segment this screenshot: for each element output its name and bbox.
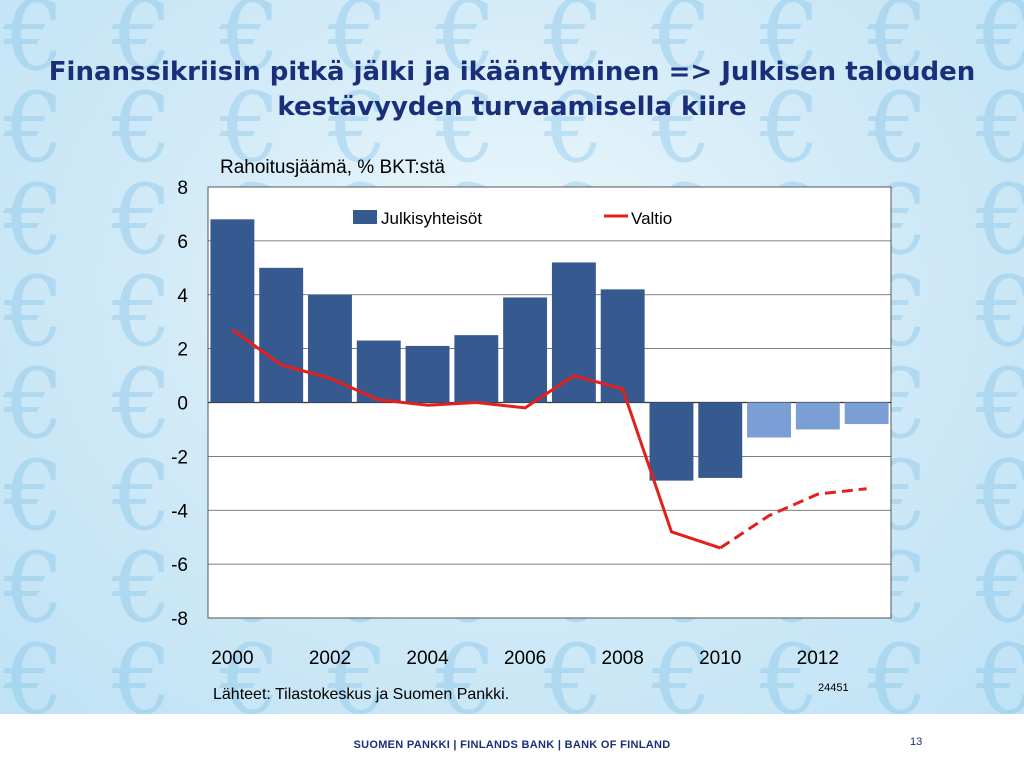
y-tick-label: 2 <box>177 340 188 361</box>
x-tick-label: 2010 <box>699 648 741 669</box>
x-tick-label: 2006 <box>504 648 546 669</box>
y-tick-label: -2 <box>171 447 188 468</box>
source-note: Lähteet: Tilastokeskus ja Suomen Pankki. <box>213 686 510 703</box>
line-valtio <box>231 328 721 550</box>
bar-julkisyhteisot <box>795 402 840 430</box>
bar-julkisyhteisot <box>844 402 889 425</box>
y-tick-label: 8 <box>177 178 188 199</box>
y-tick-label: -8 <box>171 609 188 630</box>
bar-julkisyhteisot <box>503 297 548 403</box>
footer: SUOMEN PANKKI | FINLANDS BANK | BANK OF … <box>0 714 1024 768</box>
bar-julkisyhteisot <box>405 345 450 403</box>
y-tick-label: 0 <box>177 394 188 415</box>
bar-julkisyhteisot <box>210 219 255 403</box>
y-tick-label: 6 <box>177 232 188 253</box>
bar-julkisyhteisot <box>698 402 743 478</box>
y-tick-label: -4 <box>171 501 188 522</box>
legend-label-julkisyhteisot: Julkisyhteisöt <box>381 209 482 228</box>
bar-julkisyhteisot <box>649 402 694 481</box>
chart-title: Rahoitusjäämä, % BKT:stä <box>220 157 445 178</box>
y-tick-label: 4 <box>177 286 188 307</box>
bar-julkisyhteisot <box>259 267 304 403</box>
legend-label-valtio: Valtio <box>631 209 672 228</box>
x-tick-label: 2000 <box>211 648 253 669</box>
legend-swatch-julkisyhteisot <box>353 210 377 224</box>
y-tick-label: -6 <box>171 555 188 576</box>
page-number: 13 <box>910 736 923 748</box>
slide-title: Finanssikriisin pitkä jälki ja ikääntymi… <box>48 57 976 122</box>
x-tick-label: 2002 <box>309 648 351 669</box>
bar-julkisyhteisot <box>454 335 499 403</box>
chart-id: 24451 <box>818 682 849 694</box>
footer-bank-name: SUOMEN PANKKI | FINLANDS BANK | BANK OF … <box>353 739 671 751</box>
x-tick-label: 2008 <box>602 648 644 669</box>
x-tick-label: 2004 <box>406 648 449 669</box>
chart: 8 6 4 2 0 -2 -4 -6 -8 2000 2002 2004 2006 2008 2010 201… <box>171 178 892 669</box>
x-tick-label: 2012 <box>797 648 839 669</box>
bar-julkisyhteisot <box>551 262 596 403</box>
line-valtio-forecast <box>719 487 867 550</box>
bar-julkisyhteisot <box>747 402 791 438</box>
